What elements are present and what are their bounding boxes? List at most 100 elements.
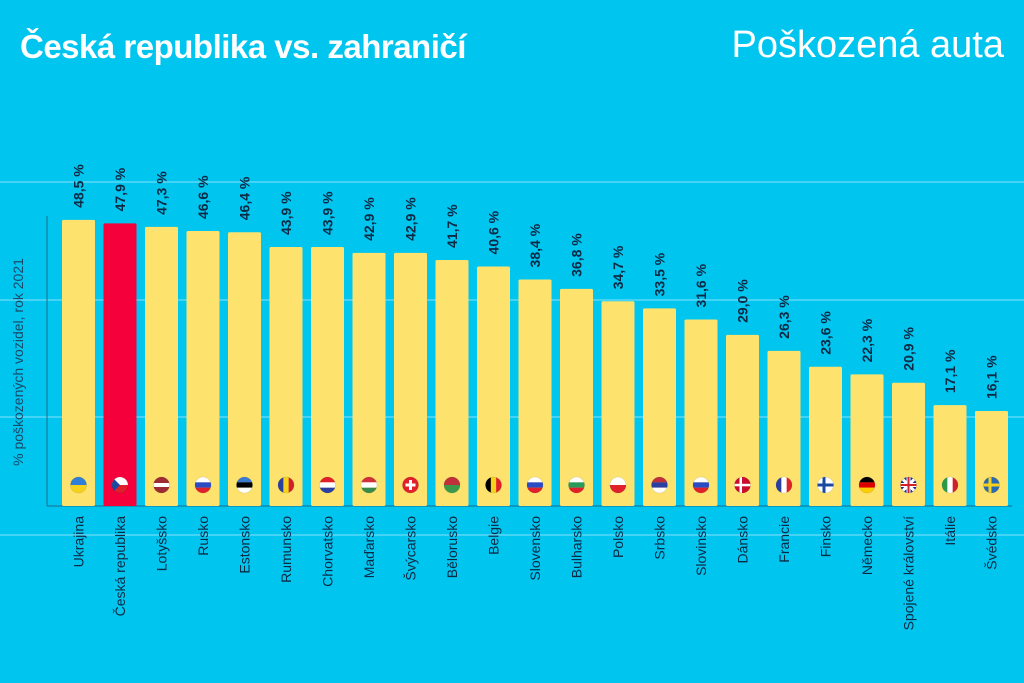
flag-icon xyxy=(693,477,709,493)
bar xyxy=(518,279,552,506)
flag-icon xyxy=(319,477,336,493)
bar xyxy=(975,411,1008,506)
flag-icon xyxy=(70,477,87,493)
flag-icon xyxy=(817,477,834,493)
flag-icon xyxy=(651,477,668,493)
category-label: Slovensko xyxy=(527,516,543,581)
flag-stripe xyxy=(900,484,917,486)
bar xyxy=(186,231,220,506)
flag-border xyxy=(194,476,212,494)
flag-stripe xyxy=(195,477,211,483)
value-label: 20,9 % xyxy=(901,327,917,371)
category-label: Itálie xyxy=(942,516,958,546)
chart-subtitle: Poškozená auta xyxy=(731,24,1004,66)
flag-stripe xyxy=(651,487,668,493)
bar xyxy=(809,366,842,506)
flag-border xyxy=(319,476,336,494)
flag-border xyxy=(236,476,253,494)
flag-border xyxy=(651,476,668,494)
flag-stripe xyxy=(319,487,336,493)
flag-stripe xyxy=(153,483,170,487)
bar-group: 16,1 % Švédsko xyxy=(975,355,1008,570)
category-label: Srbsko xyxy=(652,516,668,560)
flag-icon xyxy=(900,477,917,493)
bar xyxy=(228,232,261,507)
flag-stripe xyxy=(236,477,253,483)
flag-stripe xyxy=(734,483,751,487)
flag-stripe xyxy=(496,477,502,493)
flag-stripe xyxy=(693,487,709,493)
bar-group: 40,6 % Belgie xyxy=(477,210,510,555)
flag-stripe xyxy=(70,485,87,493)
flag-icon xyxy=(402,477,419,493)
flag-border xyxy=(277,476,295,494)
flag-stripe xyxy=(527,477,543,483)
bar-group: 43,9 % Rumunsko xyxy=(269,191,303,583)
bar xyxy=(892,382,925,506)
bar-group: 33,5 % Srbsko xyxy=(643,252,676,560)
bar-group: 42,9 % Maďarsko xyxy=(352,197,386,579)
flag-stripe xyxy=(112,477,120,493)
bar-group: 22,3 % Německo xyxy=(850,318,884,575)
flag-border xyxy=(402,476,419,494)
flag-icon xyxy=(361,477,377,493)
flag-stripe xyxy=(942,477,948,493)
category-label: Polsko xyxy=(610,516,626,558)
bar-group: 48,5 % Ukrajina xyxy=(62,164,95,567)
bar-group: 42,9 % Švýcarsko xyxy=(394,197,427,581)
category-label: Česká republika xyxy=(112,516,128,617)
flag-border xyxy=(153,476,170,494)
value-label: 34,7 % xyxy=(610,245,626,289)
flag-icon xyxy=(859,477,875,493)
flag-stripe xyxy=(490,477,497,493)
value-label: 42,9 % xyxy=(361,197,377,241)
bar-group: 29,0 % Dánsko xyxy=(726,279,759,563)
flag-stripe xyxy=(361,477,377,483)
flag-stripe xyxy=(651,482,668,488)
category-label: Švýcarsko xyxy=(403,516,419,581)
flag-stripe xyxy=(70,477,87,485)
flag-border xyxy=(485,476,502,494)
value-label: 29,0 % xyxy=(735,279,751,323)
value-label: 16,1 % xyxy=(984,355,1000,399)
flag-stripe xyxy=(952,477,958,493)
flag-icon xyxy=(527,477,543,493)
bar xyxy=(850,374,884,506)
value-label: 22,3 % xyxy=(859,318,875,362)
flag-stripe xyxy=(236,487,253,493)
flag-icon xyxy=(236,477,253,493)
flag-stripe xyxy=(781,477,788,493)
y-axis-label: % poškozených vozidel, rok 2021 xyxy=(10,258,26,466)
flag-stripe xyxy=(236,482,253,488)
bar xyxy=(726,334,759,506)
flag-stripe xyxy=(283,477,290,493)
flag-stripe xyxy=(693,477,709,483)
bar-group: 46,6 % Rusko xyxy=(186,175,220,556)
flag-icon xyxy=(195,477,211,493)
flag-stripe xyxy=(568,487,585,493)
bar xyxy=(435,259,469,506)
flag-border xyxy=(526,476,544,494)
bar-group: 43,9 % Chorvatsko xyxy=(311,191,344,587)
flag-icon xyxy=(278,477,294,493)
bar xyxy=(394,252,427,506)
flag-stripe xyxy=(786,477,792,493)
flag-border xyxy=(817,476,834,494)
flag-stripe xyxy=(859,487,875,493)
flag-icon xyxy=(942,477,958,493)
value-label: 47,9 % xyxy=(112,167,128,211)
value-label: 17,1 % xyxy=(942,349,958,393)
bar xyxy=(269,246,303,507)
category-label: Maďarsko xyxy=(361,516,377,579)
value-label: 31,6 % xyxy=(693,263,709,307)
category-label: Bulharsko xyxy=(569,516,585,578)
flag-stripe xyxy=(361,482,377,488)
flag-stripe xyxy=(527,482,543,488)
value-label: 47,3 % xyxy=(154,171,170,215)
category-label: Belgie xyxy=(486,516,502,555)
flag-icon xyxy=(568,477,585,493)
value-label: 38,4 % xyxy=(527,223,543,267)
bar-group: 34,7 % Polsko xyxy=(601,245,635,558)
bar xyxy=(145,226,178,506)
flag-stripe xyxy=(319,477,336,483)
